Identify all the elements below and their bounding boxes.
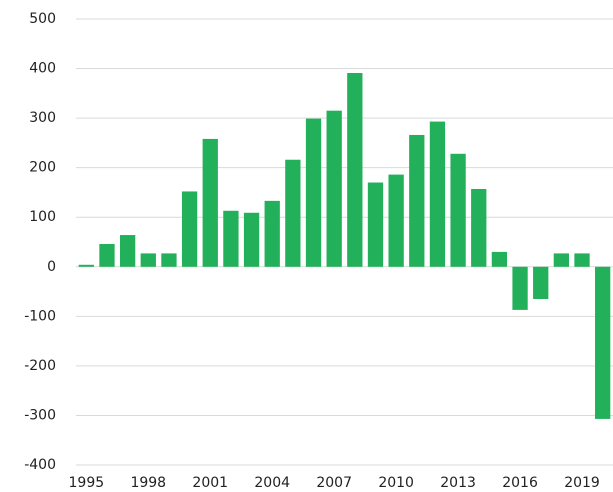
x-tick-label: 2001 [192, 475, 228, 491]
x-tick-label: 1995 [69, 475, 105, 491]
bar [429, 121, 446, 267]
y-tick-label: -300 [24, 407, 56, 423]
x-tick-label: 2010 [378, 475, 414, 491]
bar [347, 73, 363, 267]
y-tick-label: 0 [47, 259, 56, 275]
bar [409, 134, 425, 267]
y-tick-label: 200 [29, 160, 56, 176]
bar [574, 253, 590, 267]
y-tick-label: 100 [29, 209, 56, 225]
bar [223, 210, 239, 267]
bar [119, 235, 136, 267]
x-tick-label: 2019 [564, 475, 600, 491]
bar [181, 191, 198, 267]
y-tick-label: 400 [29, 61, 56, 77]
bar [326, 110, 342, 267]
y-tick-label: 500 [29, 11, 56, 27]
y-tick-label: -400 [24, 457, 56, 473]
y-tick-label: 300 [29, 110, 56, 126]
bar [533, 266, 549, 299]
x-tick-label: 2013 [440, 475, 476, 491]
x-tick-label: 2004 [254, 475, 290, 491]
bar [202, 138, 218, 267]
bar [491, 251, 508, 267]
bar [388, 174, 404, 267]
bar [78, 264, 94, 267]
bar [285, 159, 301, 267]
bar [99, 243, 115, 267]
x-tick-label: 2007 [316, 475, 352, 491]
bar [553, 253, 570, 267]
bar [161, 253, 177, 267]
y-tick-label: -200 [24, 358, 56, 374]
bar [140, 253, 156, 267]
bar [305, 118, 322, 267]
x-tick-label: 1998 [130, 475, 166, 491]
x-tick-label: 2016 [502, 475, 538, 491]
bar [367, 182, 384, 267]
bar [471, 188, 487, 267]
bar [595, 266, 611, 419]
bar [264, 200, 280, 267]
bar [243, 212, 260, 267]
bar [512, 266, 528, 310]
y-tick-label: -100 [24, 308, 56, 324]
bar [450, 153, 466, 267]
